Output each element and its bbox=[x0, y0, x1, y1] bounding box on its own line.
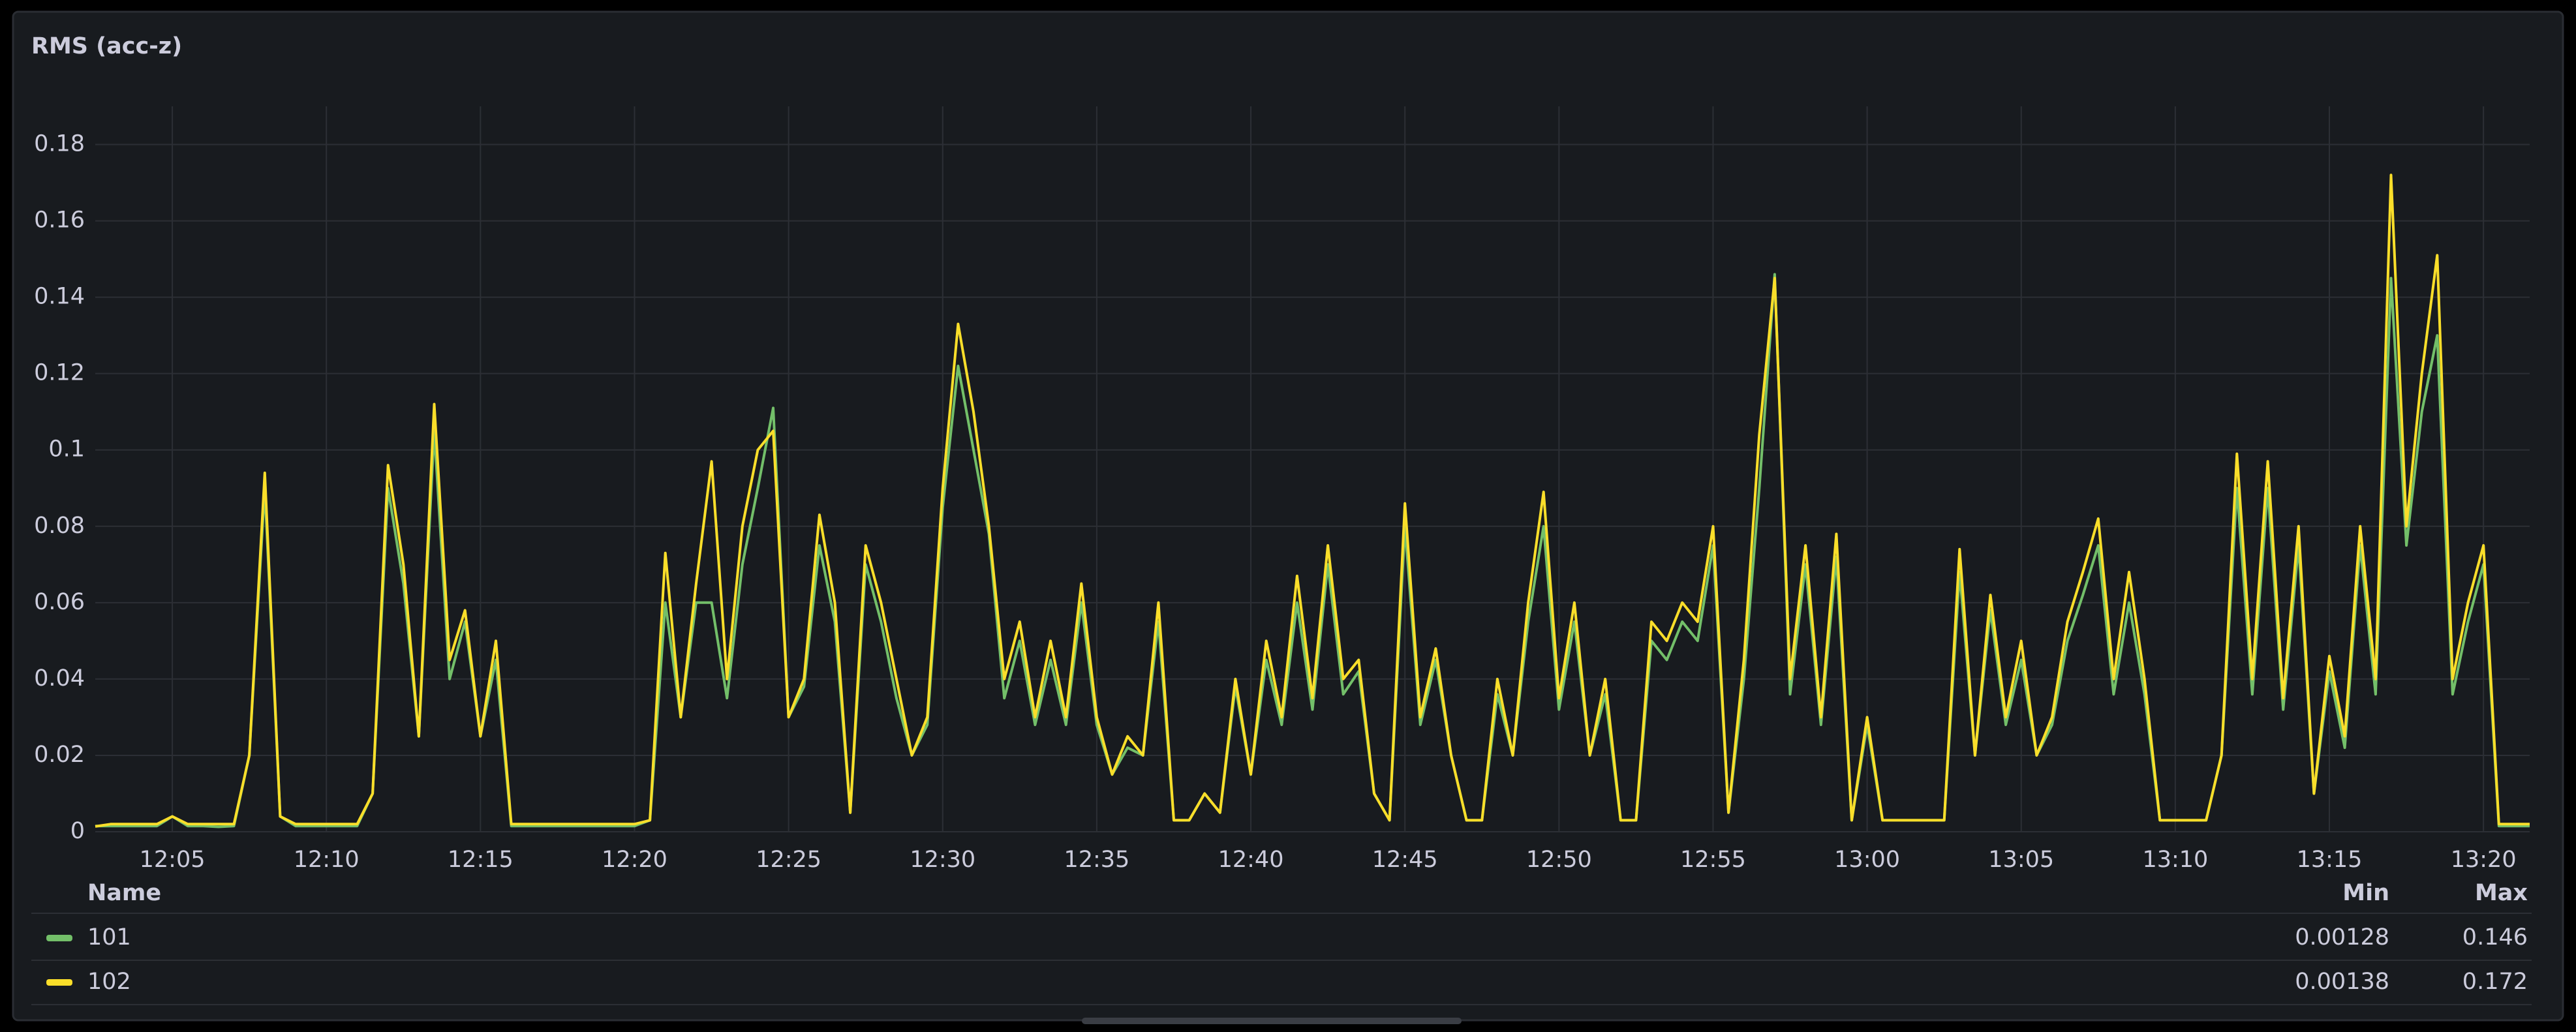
y-tick-label: 0 bbox=[70, 818, 85, 844]
x-tick-label: 12:35 bbox=[1064, 847, 1129, 873]
y-tick-label: 0.12 bbox=[34, 360, 85, 386]
legend-min: 0.00138 bbox=[2295, 969, 2389, 995]
legend-header: Min bbox=[2342, 880, 2389, 906]
x-tick-label: 13:00 bbox=[1834, 847, 1900, 873]
x-tick-label: 12:20 bbox=[602, 847, 667, 873]
legend-header: Max bbox=[2475, 880, 2528, 906]
legend-max: 0.172 bbox=[2462, 969, 2528, 995]
x-tick-label: 12:40 bbox=[1218, 847, 1284, 873]
y-tick-label: 0.16 bbox=[34, 207, 85, 234]
y-tick-label: 0.06 bbox=[34, 589, 85, 615]
x-tick-label: 13:15 bbox=[2297, 847, 2363, 873]
x-tick-label: 12:50 bbox=[1526, 847, 1592, 873]
x-tick-label: 13:05 bbox=[1988, 847, 2054, 873]
y-tick-label: 0.04 bbox=[34, 665, 85, 691]
x-tick-label: 12:45 bbox=[1372, 847, 1438, 873]
x-tick-label: 13:10 bbox=[2142, 847, 2208, 873]
x-tick-label: 12:55 bbox=[1680, 847, 1746, 873]
x-tick-label: 13:20 bbox=[2451, 847, 2517, 873]
x-tick-label: 12:10 bbox=[294, 847, 360, 873]
series-line bbox=[95, 174, 2530, 828]
legend-name: 102 bbox=[87, 969, 131, 995]
y-tick-label: 0.18 bbox=[34, 131, 85, 157]
legend-name: 101 bbox=[87, 924, 131, 950]
y-tick-label: 0.14 bbox=[34, 284, 85, 310]
legend-max: 0.146 bbox=[2462, 924, 2528, 950]
y-tick-label: 0.1 bbox=[48, 436, 85, 463]
x-tick-label: 12:15 bbox=[448, 847, 514, 873]
legend-swatch bbox=[46, 935, 72, 941]
x-tick-label: 12:25 bbox=[756, 847, 821, 873]
legend-min: 0.00128 bbox=[2295, 924, 2389, 950]
scrollbar[interactable] bbox=[1082, 1018, 1462, 1024]
y-tick-label: 0.08 bbox=[34, 513, 85, 539]
legend-header: Name bbox=[87, 880, 161, 906]
y-tick-label: 0.02 bbox=[34, 742, 85, 768]
legend-swatch bbox=[46, 979, 72, 986]
x-tick-label: 12:30 bbox=[910, 847, 975, 873]
x-tick-label: 12:05 bbox=[140, 847, 206, 873]
panel-title: RMS (acc-z) bbox=[31, 33, 182, 59]
